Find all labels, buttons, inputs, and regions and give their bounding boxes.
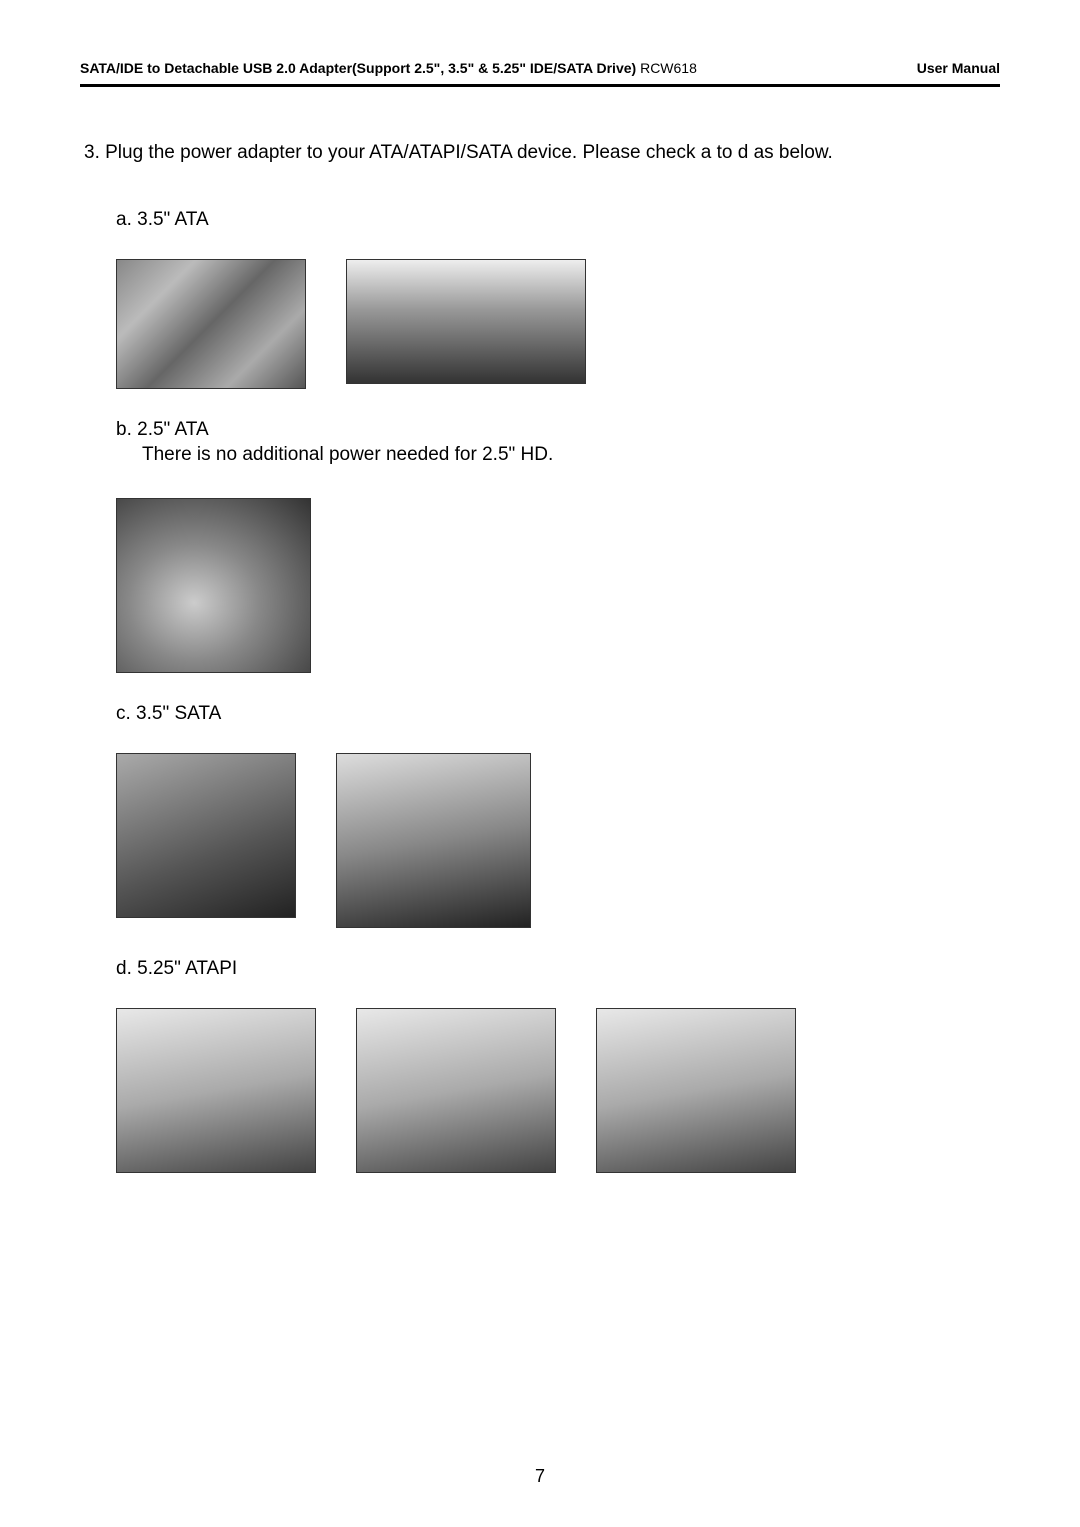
section-b-label: b. 2.5" ATA bbox=[80, 419, 1000, 441]
document-page: SATA/IDE to Detachable USB 2.0 Adapter(S… bbox=[0, 0, 1080, 1243]
image-525atapi-1 bbox=[116, 1008, 316, 1173]
header-title-bold: SATA/IDE to Detachable USB 2.0 Adapter(S… bbox=[80, 60, 640, 76]
header-divider bbox=[80, 84, 1000, 87]
section-b-images bbox=[116, 498, 1000, 673]
header-title: SATA/IDE to Detachable USB 2.0 Adapter(S… bbox=[80, 60, 697, 76]
header-right: User Manual bbox=[917, 60, 1000, 76]
section-d-images bbox=[116, 1008, 1000, 1173]
section-d-label: d. 5.25" ATAPI bbox=[80, 958, 1000, 980]
image-35sata-1 bbox=[116, 753, 296, 918]
image-525atapi-3 bbox=[596, 1008, 796, 1173]
image-525atapi-2 bbox=[356, 1008, 556, 1173]
page-header: SATA/IDE to Detachable USB 2.0 Adapter(S… bbox=[80, 60, 1000, 84]
header-model: RCW618 bbox=[640, 60, 697, 76]
section-c-label: c. 3.5" SATA bbox=[80, 703, 1000, 725]
image-25ata bbox=[116, 498, 311, 673]
image-35ata-1 bbox=[116, 259, 306, 389]
instruction-step-3: 3. Plug the power adapter to your ATA/AT… bbox=[80, 142, 1000, 164]
page-number: 7 bbox=[535, 1466, 545, 1487]
section-a-label: a. 3.5" ATA bbox=[80, 209, 1000, 231]
image-35ata-2 bbox=[346, 259, 586, 384]
image-35sata-2 bbox=[336, 753, 531, 928]
section-a-images bbox=[116, 259, 1000, 389]
section-b-note: There is no additional power needed for … bbox=[80, 441, 1000, 470]
section-c-images bbox=[116, 753, 1000, 928]
